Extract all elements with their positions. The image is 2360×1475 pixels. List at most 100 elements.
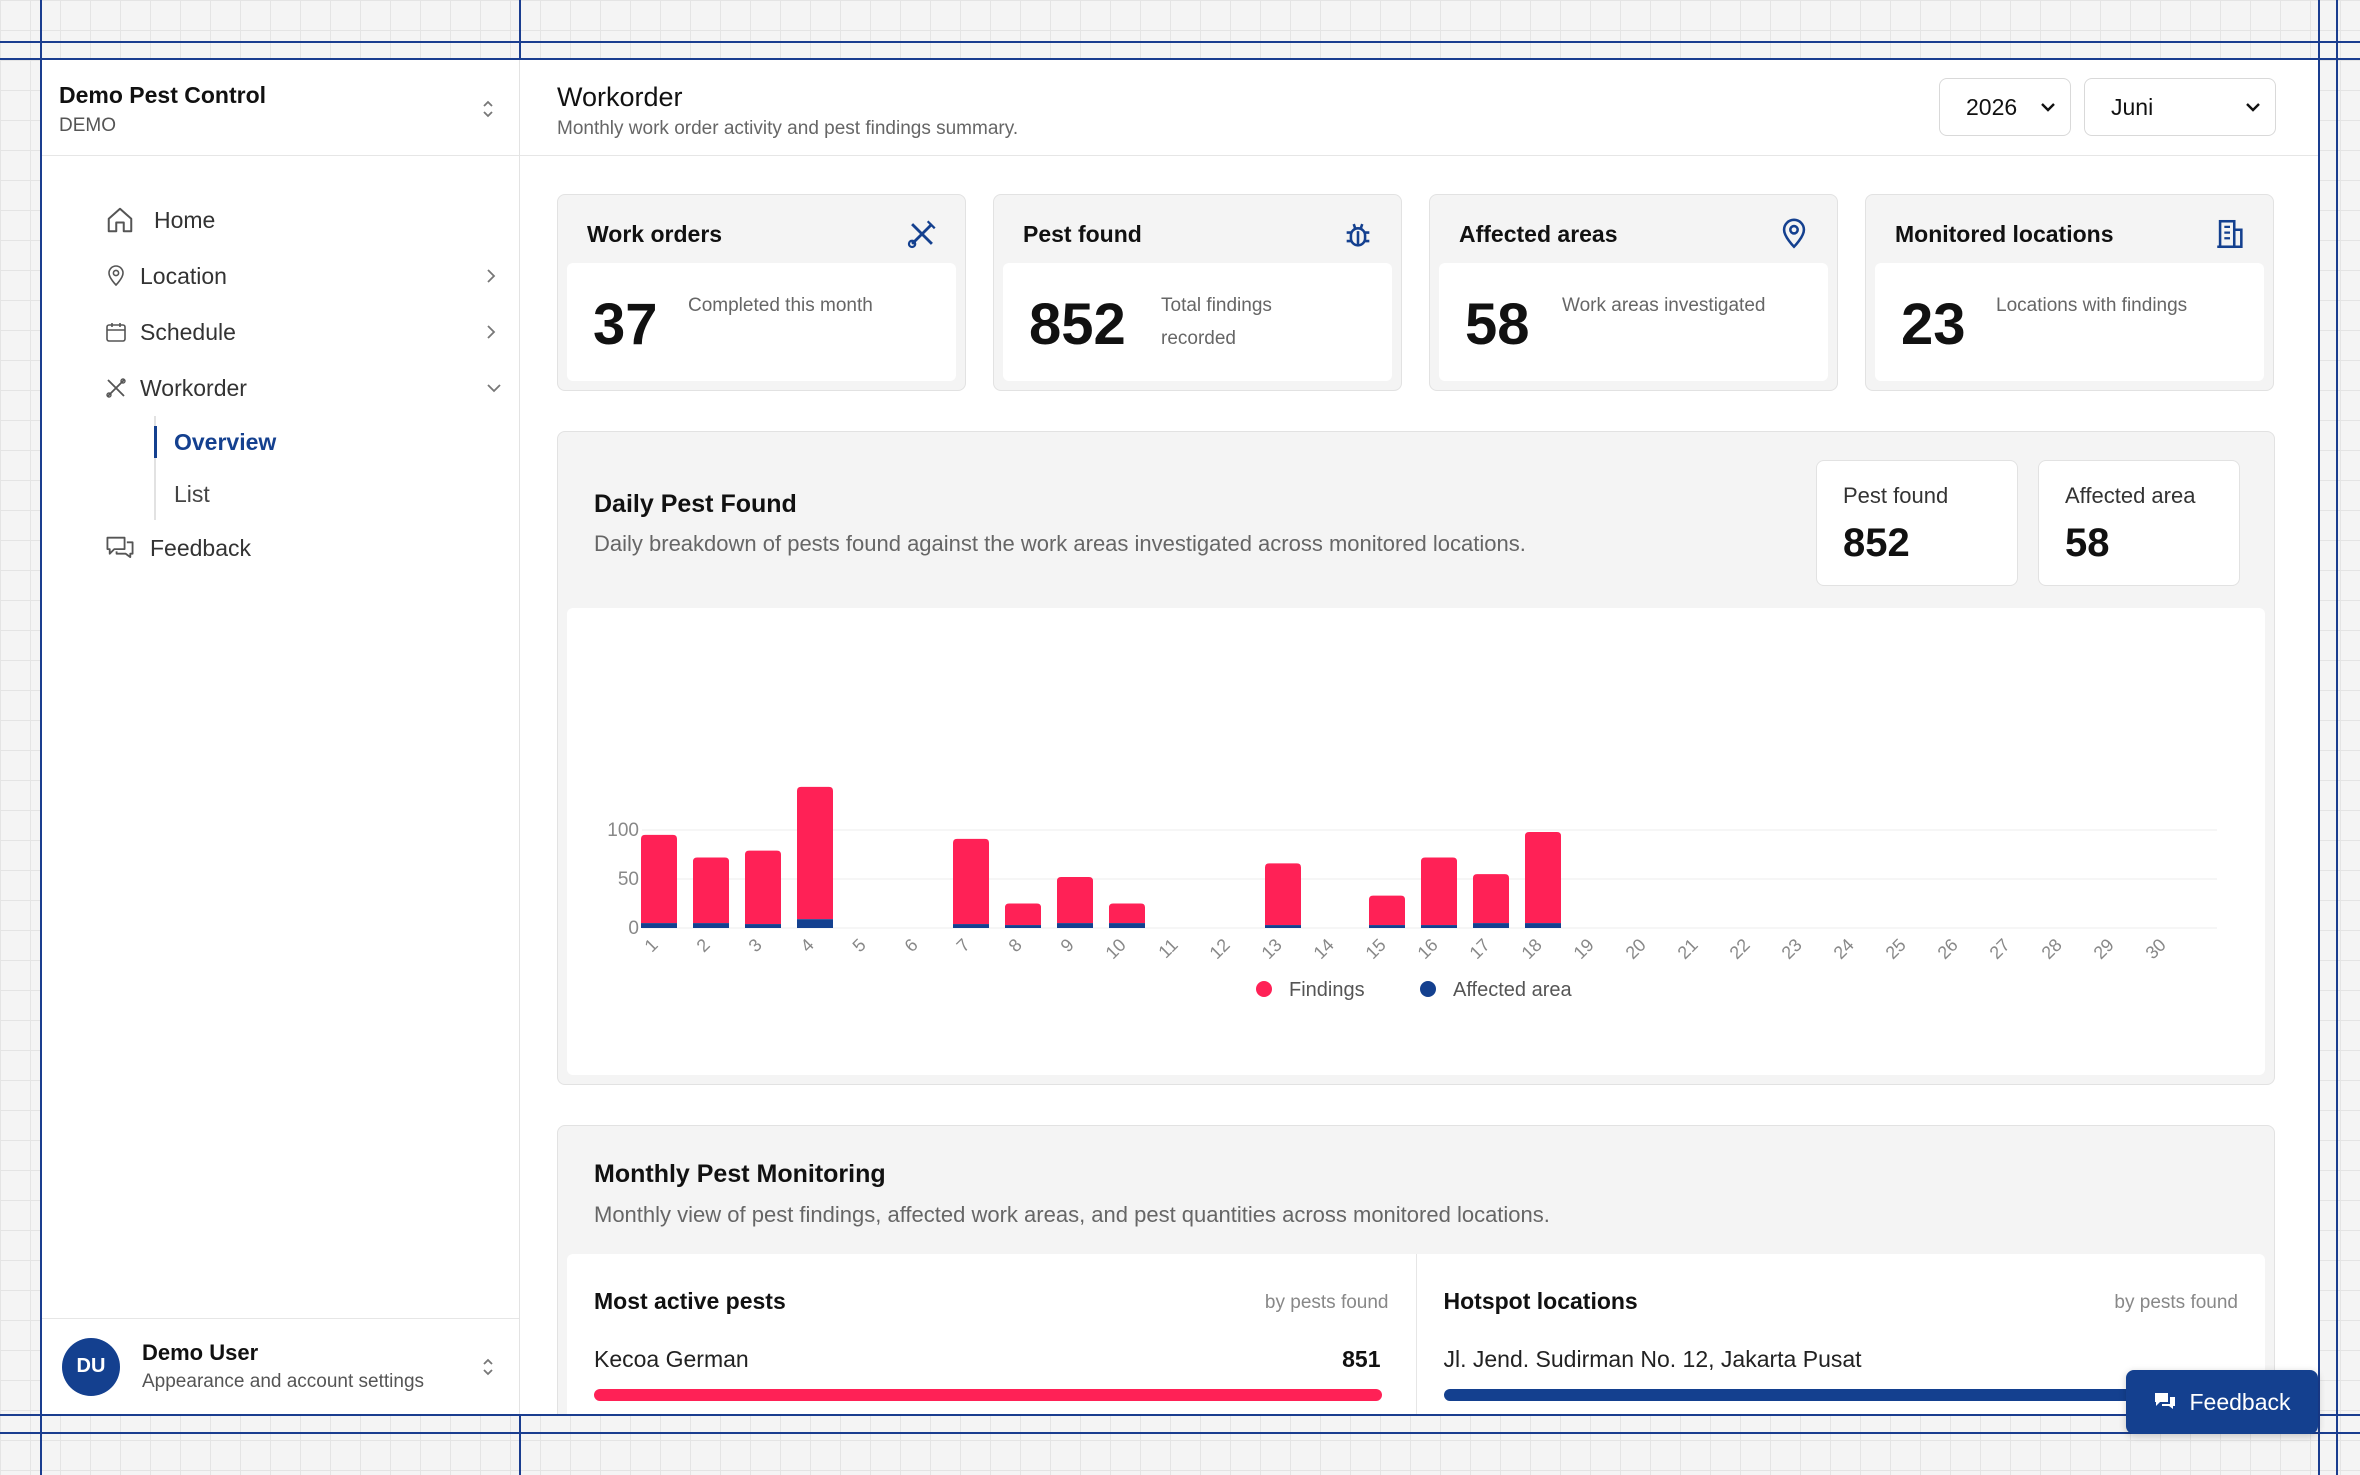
sidebar-item-label: Location	[140, 262, 227, 289]
bar-affected-area	[693, 923, 729, 928]
sidebar-item-label: Workorder	[140, 374, 247, 401]
hotspot-progress-bar	[1443, 1389, 2234, 1401]
summary-pest-found: Pest found 852	[1816, 460, 2018, 586]
x-tick-label: 23	[1778, 935, 1806, 963]
legend-dot-affected-area	[1420, 981, 1436, 997]
stat-card-affected-areas: Affected areas 58 Work areas investigate…	[1429, 194, 1838, 391]
hotspot-name: Jl. Jend. Sudirman No. 12, Jakarta Pusat	[1443, 1346, 1862, 1372]
year-select[interactable]: 2026	[1939, 78, 2071, 136]
monthly-columns: Most active pests by pests found Kecoa G…	[567, 1254, 2265, 1414]
pest-progress-bar	[594, 1389, 1382, 1401]
user-name: Demo User	[142, 1340, 259, 1365]
card-body: 23 Locations with findings	[1875, 263, 2264, 381]
card-title: Pest found	[1023, 221, 1142, 247]
tools-icon	[104, 372, 128, 404]
chevron-down-icon	[487, 384, 501, 393]
summary-label: Affected area	[2065, 483, 2196, 508]
sidebar-item-location[interactable]: Location	[104, 248, 519, 304]
map-pin-icon	[1782, 218, 1806, 249]
bar-findings	[1473, 874, 1509, 924]
month-select-value: Juni	[2111, 93, 2154, 120]
page-title: Workorder	[557, 82, 683, 112]
bar-affected-area	[1421, 925, 1457, 928]
bar-affected-area	[1473, 923, 1509, 928]
workorder-submenu: Overview List	[154, 416, 519, 520]
main-content: Workorder Monthly work order activity an…	[520, 60, 2318, 1414]
stat-card-pest-found: Pest found 852 Total findings recorded	[993, 194, 1402, 391]
bar-findings	[1525, 831, 1561, 924]
building-icon	[2217, 219, 2243, 249]
x-tick-label: 8	[1005, 935, 1026, 956]
feedback-button[interactable]: Feedback	[2126, 1370, 2318, 1434]
x-tick-label: 18	[1518, 935, 1546, 963]
card-title: Work orders	[587, 221, 723, 247]
bar-findings	[641, 834, 677, 924]
sidebar-item-label: Home	[154, 206, 216, 233]
sidebar-item-overview[interactable]: Overview	[154, 416, 519, 468]
chat-icon	[104, 532, 136, 564]
column-title: Hotspot locations	[1443, 1288, 1638, 1314]
bar-findings	[1005, 903, 1041, 926]
bar-findings	[745, 850, 781, 925]
card-body: 58 Work areas investigated	[1439, 263, 1828, 381]
sidebar-item-label: Schedule	[140, 318, 236, 345]
bar-affected-area	[797, 919, 833, 928]
sidebar-item-workorder[interactable]: Workorder	[104, 360, 519, 416]
bar-findings	[1369, 895, 1405, 926]
y-tick-label: 50	[618, 869, 639, 890]
org-switcher[interactable]: Demo Pest Control DEMO	[42, 60, 519, 156]
bar-findings	[1265, 863, 1301, 926]
hotspot-locations: Hotspot locations by pests found Jl. Jen…	[1415, 1254, 2266, 1414]
x-tick-label: 15	[1362, 935, 1390, 963]
card-note: Completed this month	[688, 295, 873, 316]
card-value: 58	[1465, 292, 1530, 357]
x-tick-label: 5	[849, 935, 870, 956]
stat-card-work-orders: Work orders 37 Completed this month	[557, 194, 966, 391]
chevron-up-down-icon	[483, 1358, 493, 1376]
chevron-right-icon	[487, 325, 496, 339]
user-subtitle: Appearance and account settings	[142, 1371, 425, 1392]
chart-container: 0 50 100 1 2 3 4 5 6 7 8 9 10 11 12 13 14 15 16 17 18 19 20 21 2…	[567, 608, 2265, 1075]
panel-title: Daily Pest Found	[594, 490, 797, 518]
panel-subtitle: Monthly view of pest findings, affected …	[594, 1202, 1550, 1227]
x-tick-label: 12	[1206, 935, 1234, 963]
x-tick-label: 28	[2038, 935, 2066, 963]
stat-cards: Work orders 37 Completed this month Pest…	[557, 194, 2274, 391]
bar-affected-area	[1057, 923, 1093, 928]
x-tick-label: 21	[1674, 935, 1702, 963]
summary-value: 852	[1843, 521, 1910, 565]
month-select[interactable]: Juni	[2084, 78, 2276, 136]
x-tick-label: 6	[901, 935, 922, 956]
home-icon	[104, 204, 136, 236]
calendar-icon	[104, 316, 128, 348]
sidebar-item-schedule[interactable]: Schedule	[104, 304, 519, 360]
column-sort-label: by pests found	[2114, 1292, 2238, 1313]
column-title: Most active pests	[594, 1288, 786, 1314]
x-tick-label: 30	[2142, 935, 2170, 963]
bar-affected-area	[1005, 925, 1041, 928]
x-tick-label: 16	[1414, 935, 1442, 963]
x-tick-label: 14	[1310, 935, 1338, 963]
x-tick-label: 17	[1466, 935, 1494, 963]
y-tick-label: 100	[607, 820, 639, 841]
bar-affected-area	[1265, 925, 1301, 928]
x-tick-label: 24	[1830, 935, 1858, 963]
sidebar-item-home[interactable]: Home	[104, 192, 519, 248]
sidebar-item-list[interactable]: List	[174, 480, 210, 507]
page-subtitle: Monthly work order activity and pest fin…	[557, 118, 1019, 139]
most-active-pests: Most active pests by pests found Kecoa G…	[567, 1254, 1416, 1414]
x-tick-label: 10	[1102, 935, 1130, 963]
card-value: 852	[1029, 292, 1126, 357]
x-tick-label: 27	[1986, 935, 2014, 963]
bar-affected-area	[1369, 925, 1405, 928]
card-body: 37 Completed this month	[567, 263, 956, 381]
sidebar-item-label: Feedback	[150, 534, 252, 561]
bar-findings	[797, 786, 833, 920]
sidebar-item-feedback[interactable]: Feedback	[104, 520, 519, 576]
user-menu[interactable]: DU Demo User Appearance and account sett…	[42, 1318, 519, 1414]
stat-card-monitored-locations: Monitored locations 23 Locations with fi…	[1865, 194, 2274, 391]
x-tick-label: 3	[745, 935, 766, 956]
bar-affected-area	[641, 923, 677, 928]
x-tick-label: 11	[1154, 935, 1181, 962]
bar-findings	[1057, 877, 1093, 924]
